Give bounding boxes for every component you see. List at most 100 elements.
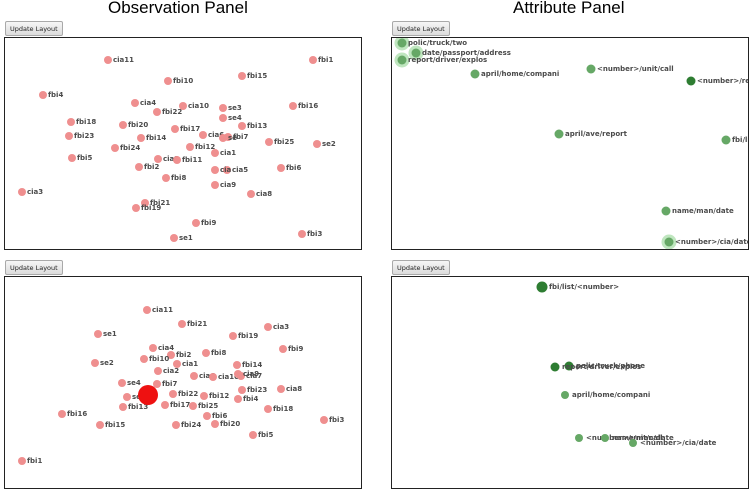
- attr-bottom-node-1-node[interactable]: [564, 361, 574, 371]
- attr-top-node-6-node[interactable]: [554, 129, 564, 139]
- obs-top-cia9-node[interactable]: [211, 181, 219, 189]
- obs-top-fbi18-node[interactable]: [67, 118, 75, 126]
- obs-top-se4-node[interactable]: [219, 114, 227, 122]
- obs-top-fbi15-node[interactable]: [238, 72, 246, 80]
- obs-top-cia2-node[interactable]: [154, 155, 162, 163]
- obs-top-cia8-node[interactable]: [247, 190, 255, 198]
- obs-top-fbi9-node[interactable]: [192, 219, 200, 227]
- obs-bottom-cia1-node[interactable]: [173, 360, 181, 368]
- obs-top-fbi10-node[interactable]: [164, 77, 172, 85]
- obs-bottom-cia9-node[interactable]: [234, 370, 242, 378]
- attr-bottom-node-0-node[interactable]: [536, 281, 548, 293]
- obs-top-fbi19-node[interactable]: [132, 204, 140, 212]
- obs-top-fbi16-node[interactable]: [289, 102, 297, 110]
- attr-top-node-5-node[interactable]: [686, 76, 696, 86]
- obs-bottom-cia3-node[interactable]: [264, 323, 272, 331]
- obs-top-fbi20-node[interactable]: [119, 121, 127, 129]
- obs-bottom-fbi6-node[interactable]: [203, 412, 211, 420]
- obs-top-cia3-node[interactable]: [18, 188, 26, 196]
- obs-bottom-fbi8-node[interactable]: [202, 349, 210, 357]
- attribute-graph-top[interactable]: polic/truck/two date/passport/address repo…: [391, 37, 749, 250]
- obs-top-fbi14-node[interactable]: [137, 134, 145, 142]
- obs-top-fbi4-node[interactable]: [39, 91, 47, 99]
- observation-graph-top[interactable]: cia11 fbi15 fbi1 fbi4 fbi10 cia4 cia10 se3 fbi16…: [4, 37, 362, 250]
- attr-bottom-node-2-node[interactable]: [550, 362, 560, 372]
- obs-bottom-cia4-node[interactable]: [149, 344, 157, 352]
- attr-bottom-node-5-node[interactable]: [601, 434, 609, 442]
- obs-bottom-cia8-node[interactable]: [277, 385, 285, 393]
- obs-bottom-fbi19-node[interactable]: [229, 332, 237, 340]
- attribute-graph-bottom[interactable]: fbi/list/<number> polic/truck/phone report…: [391, 276, 749, 489]
- obs-top-fbi1-node[interactable]: [309, 56, 317, 64]
- obs-top-fbi21-node[interactable]: [141, 199, 149, 207]
- obs-bottom-cia11-node[interactable]: [143, 306, 151, 314]
- attr-bottom-node-4-node[interactable]: [575, 434, 583, 442]
- obs-top-se2-node[interactable]: [313, 140, 321, 148]
- attr-top-node-1-node[interactable]: [411, 48, 421, 58]
- obs-top-fbi24-node[interactable]: [111, 144, 119, 152]
- obs-top-fbi5-node[interactable]: [68, 154, 76, 162]
- attr-bottom-node-3-node[interactable]: [561, 391, 569, 399]
- obs-top-fbi6-node[interactable]: [277, 164, 285, 172]
- obs-bottom-fbi10-node[interactable]: [140, 355, 148, 363]
- obs-top-fbi23-node[interactable]: [65, 132, 73, 140]
- attr-top-node-2-node[interactable]: [397, 55, 407, 65]
- attr-top-node-3-node[interactable]: [470, 69, 480, 79]
- obs-bottom-fbi3-node[interactable]: [320, 416, 328, 424]
- obs-bottom-fbi9-node[interactable]: [279, 345, 287, 353]
- attr-top-node-8-node[interactable]: [661, 206, 671, 216]
- obs-top-se1-node[interactable]: [170, 234, 178, 242]
- observation-graph-bottom[interactable]: cia11 se1 fbi21 fbi19 cia3 cia4 fbi2 fbi8 fbi9 fb…: [4, 276, 362, 489]
- attr-top-node-9-node[interactable]: [664, 237, 674, 247]
- obs-top-fbi7-node[interactable]: [224, 133, 232, 141]
- obs-top-fbi12-node[interactable]: [186, 143, 194, 151]
- obs-bottom-se-node[interactable]: [123, 393, 131, 401]
- obs-top-cia11-node[interactable]: [104, 56, 112, 64]
- obs-bottom-cia10-node[interactable]: [209, 373, 217, 381]
- obs-top-se3-node[interactable]: [219, 104, 227, 112]
- obs-bottom-fbi21-node[interactable]: [178, 320, 186, 328]
- update-layout-button-4[interactable]: Update Layout: [392, 260, 450, 275]
- attr-top-node-7-node[interactable]: [721, 135, 731, 145]
- obs-top-fbi3-node[interactable]: [298, 230, 306, 238]
- obs-bottom-fbi15-node[interactable]: [96, 421, 104, 429]
- obs-bottom-fbi20-node[interactable]: [211, 420, 219, 428]
- update-layout-button-3[interactable]: Update Layout: [5, 260, 63, 275]
- obs-top-cia4-node[interactable]: [131, 99, 139, 107]
- attr-top-node-0-node[interactable]: [397, 38, 407, 48]
- update-layout-button-2[interactable]: Update Layout: [392, 21, 450, 36]
- obs-bottom-fbi14-node[interactable]: [233, 361, 241, 369]
- obs-bottom-fbi17-node[interactable]: [161, 401, 169, 409]
- obs-bottom-fbi25-node[interactable]: [189, 402, 197, 410]
- obs-top-fbi25-node[interactable]: [265, 138, 273, 146]
- obs-bottom-fbi7-node[interactable]: [153, 380, 161, 388]
- attr-top-node-4-node[interactable]: [586, 64, 596, 74]
- obs-top-fbi17-node[interactable]: [171, 125, 179, 133]
- obs-top-se-node[interactable]: [219, 134, 227, 142]
- obs-bottom-fbi1-node[interactable]: [18, 457, 26, 465]
- obs-bottom-fbi24-node[interactable]: [172, 421, 180, 429]
- obs-top-cia6-node[interactable]: [199, 131, 207, 139]
- obs-top-fbi8-node[interactable]: [162, 174, 170, 182]
- obs-bottom-fbi2-node[interactable]: [167, 351, 175, 359]
- obs-bottom-fbi4-node[interactable]: [234, 395, 242, 403]
- obs-bottom-fbi23-node[interactable]: [238, 386, 246, 394]
- obs-bottom-cia2-node[interactable]: [154, 367, 162, 375]
- obs-top-cia-node[interactable]: [211, 166, 219, 174]
- obs-top-cia10-node[interactable]: [179, 102, 187, 110]
- obs-bottom-fbi22-node[interactable]: [169, 390, 177, 398]
- obs-top-fbi13-node[interactable]: [238, 122, 246, 130]
- obs-bottom-fbi12-node[interactable]: [200, 392, 208, 400]
- obs-top-fbi22-node[interactable]: [153, 108, 161, 116]
- obs-bottom-fbi5-node[interactable]: [249, 431, 257, 439]
- obs-bottom-se2-node[interactable]: [91, 359, 99, 367]
- obs-top-cia5-node[interactable]: [223, 166, 231, 174]
- obs-bottom-fbi13-node[interactable]: [119, 403, 127, 411]
- obs-top-fbi2-node[interactable]: [135, 163, 143, 171]
- attr-bottom-node-6-node[interactable]: [629, 439, 637, 447]
- obs-bottom-fbi16-node[interactable]: [58, 410, 66, 418]
- update-layout-button-1[interactable]: Update Layout: [5, 21, 63, 36]
- obs-bottom-fbi18-node[interactable]: [264, 405, 272, 413]
- obs-bottom-se4-node[interactable]: [118, 379, 126, 387]
- obs-top-cia1-node[interactable]: [211, 149, 219, 157]
